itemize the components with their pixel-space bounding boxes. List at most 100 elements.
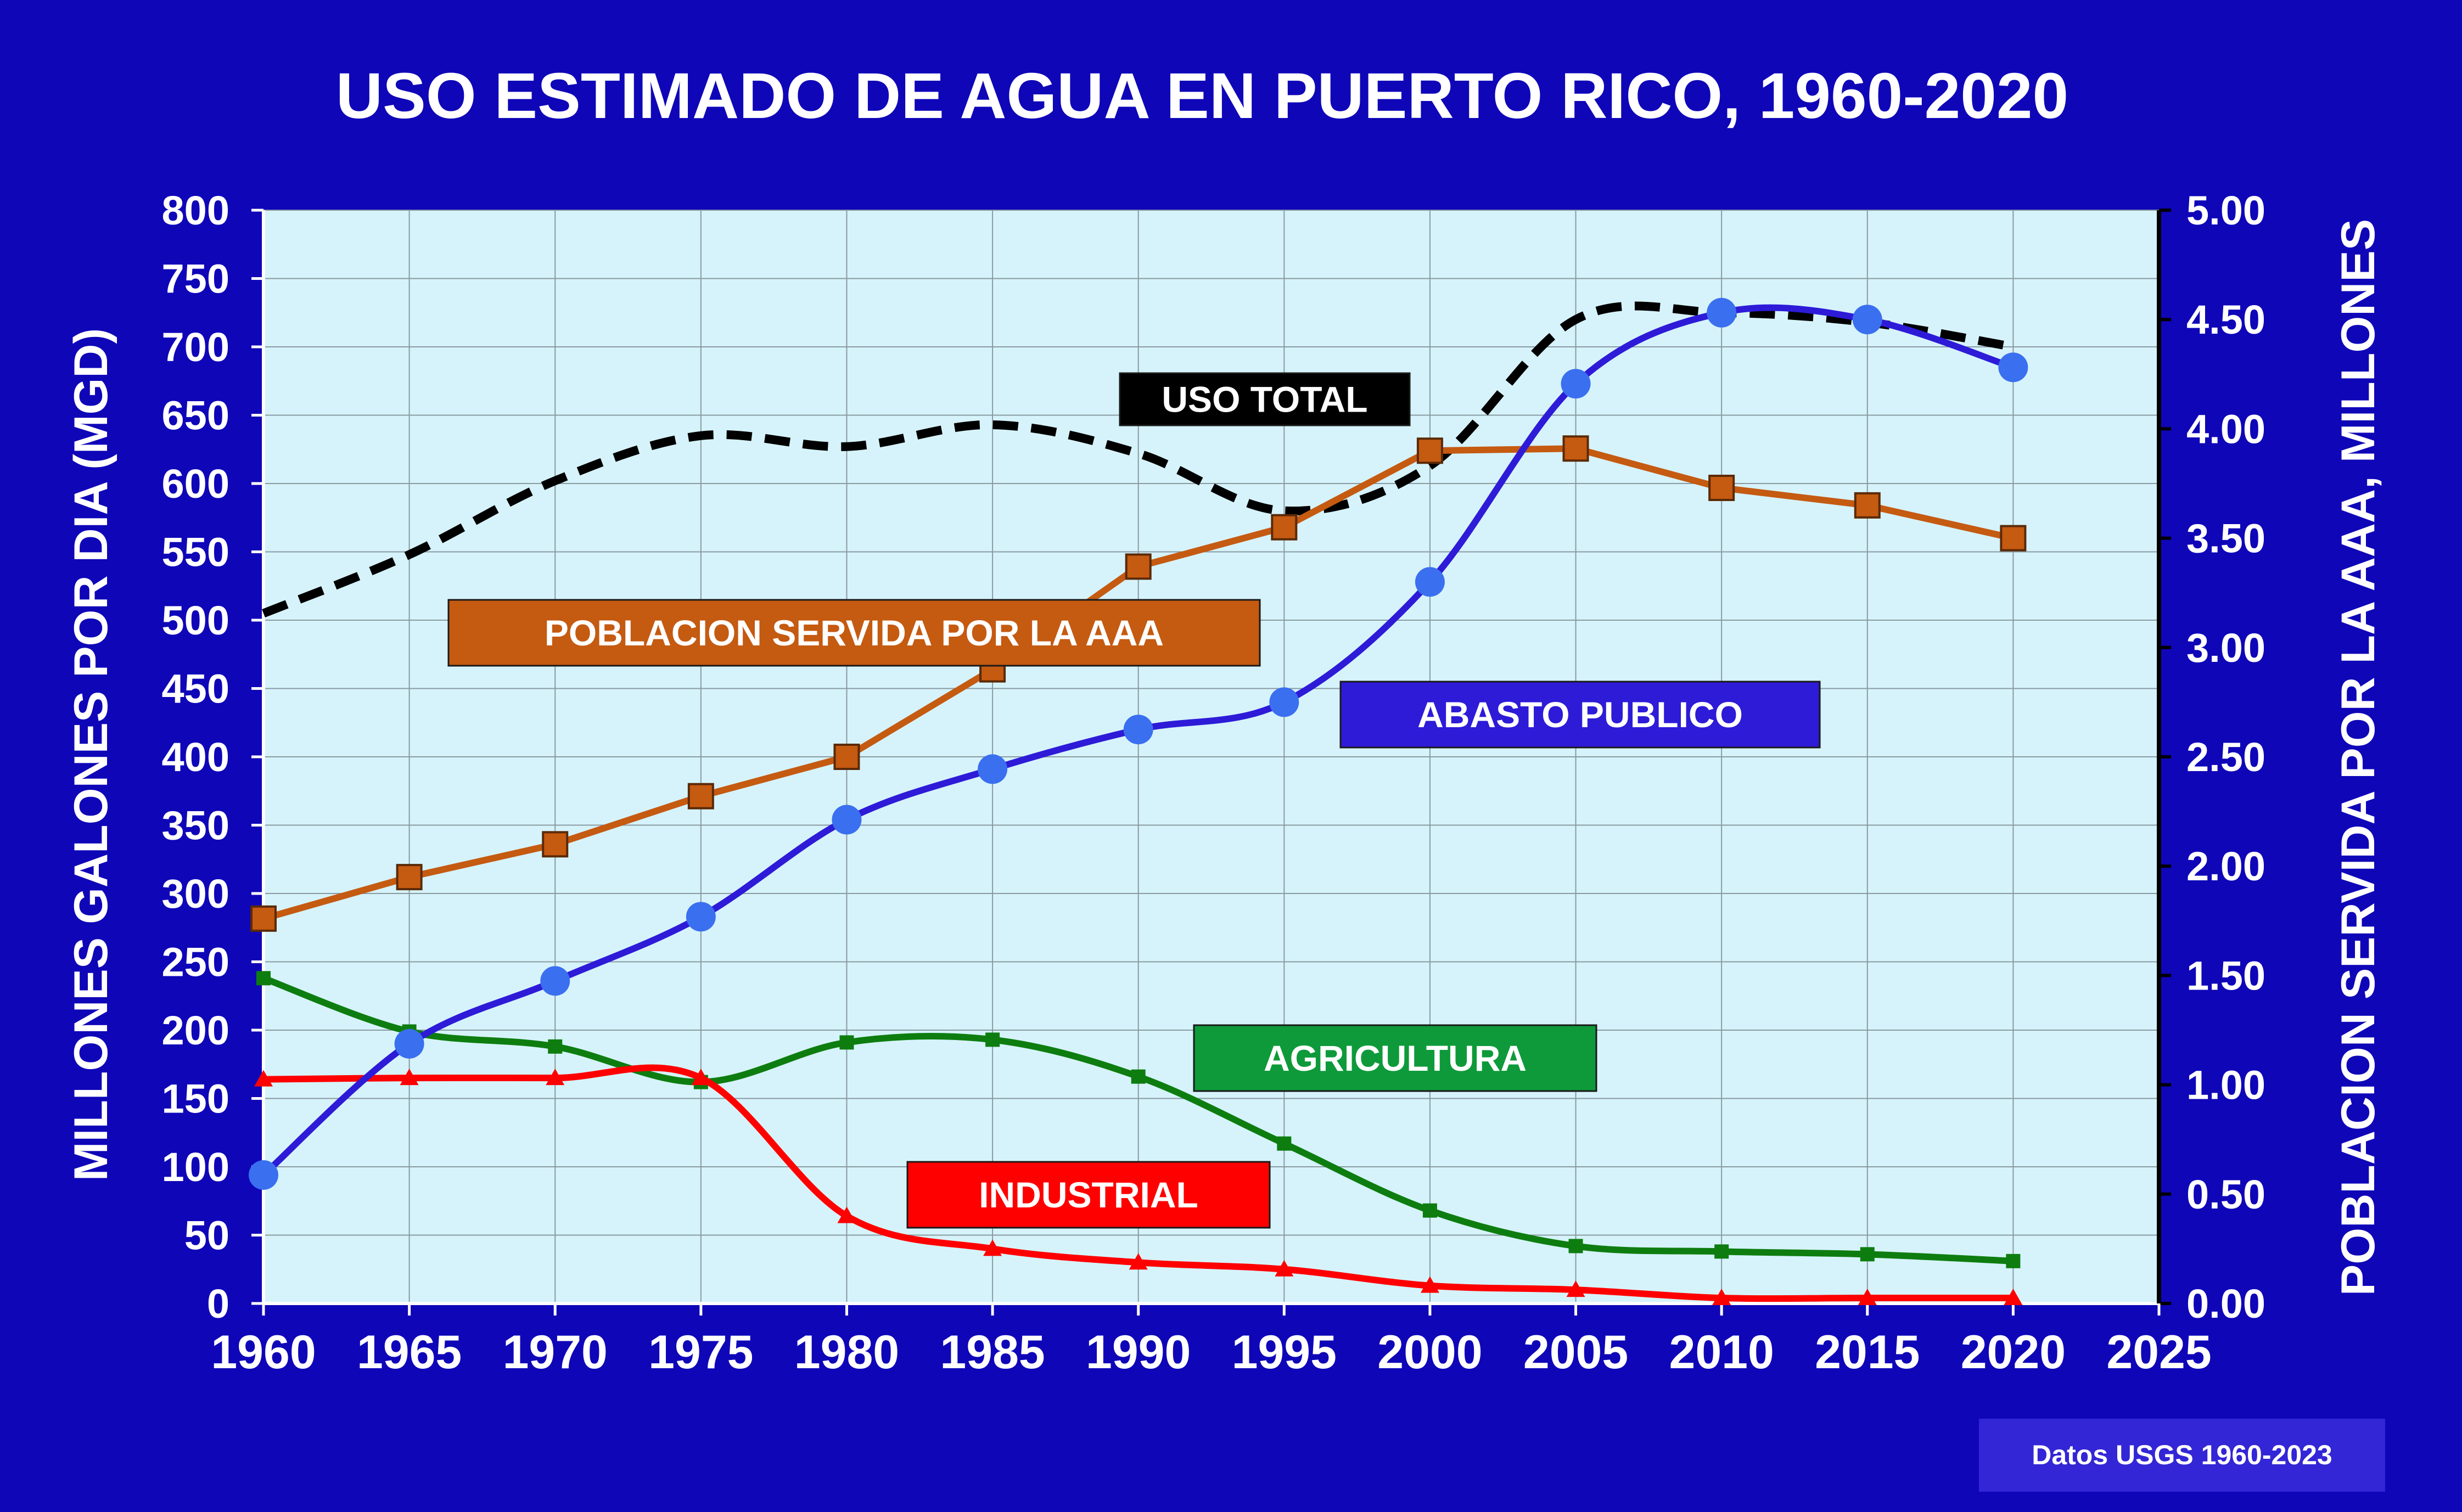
series-tags: USO TOTAL POBLACION SERVIDA POR LA AAA ABA… bbox=[447, 372, 1821, 1229]
y-tick-label-left: 0 bbox=[207, 1281, 229, 1326]
source-note: Datos USGS 1960-2023 bbox=[2032, 1440, 2332, 1470]
y-tick-label-left: 700 bbox=[162, 324, 229, 370]
data-point bbox=[833, 744, 860, 770]
data-point bbox=[256, 971, 271, 986]
tag-label: USO TOTAL bbox=[1162, 379, 1367, 420]
data-point bbox=[1123, 715, 1153, 745]
data-point bbox=[1277, 1136, 1292, 1151]
y-tick-label-left: 750 bbox=[162, 256, 229, 302]
y-tick-label-left: 400 bbox=[162, 734, 229, 780]
data-point bbox=[1275, 1260, 1294, 1277]
tag-label: AGRICULTURA bbox=[1264, 1038, 1527, 1078]
data-point bbox=[1420, 1276, 1439, 1293]
data-point bbox=[1566, 1280, 1585, 1297]
data-point bbox=[540, 966, 570, 996]
y-tick-label-left: 300 bbox=[162, 871, 229, 917]
tag-agricultura: AGRICULTURA bbox=[1193, 1024, 1597, 1092]
data-point bbox=[1129, 1253, 1148, 1270]
y-tick-label-left: 550 bbox=[162, 530, 229, 575]
y-tick-label-left: 150 bbox=[162, 1076, 229, 1122]
tag-box bbox=[447, 599, 1261, 667]
data-point bbox=[983, 1239, 1002, 1256]
tag-uso-total: USO TOTAL bbox=[1119, 372, 1411, 426]
data-point bbox=[546, 1069, 565, 1086]
y-tick-label-right: 2.50 bbox=[2186, 734, 2265, 780]
data-point bbox=[249, 1160, 278, 1190]
y-tick-label-right: 1.00 bbox=[2186, 1063, 2265, 1108]
data-point bbox=[2004, 1289, 2023, 1306]
tag-label: INDUSTRIAL bbox=[979, 1174, 1198, 1215]
y-tick-label-right: 0.00 bbox=[2186, 1281, 2265, 1326]
data-point bbox=[1422, 1203, 1437, 1218]
x-tick-label: 1985 bbox=[940, 1326, 1045, 1379]
data-point bbox=[250, 905, 277, 932]
y-tick-label-left: 800 bbox=[162, 188, 229, 233]
y-tick-label-right: 0.50 bbox=[2186, 1172, 2265, 1217]
data-point bbox=[2006, 1254, 2021, 1268]
data-point bbox=[686, 902, 716, 932]
y-tick-label-left: 100 bbox=[162, 1144, 229, 1190]
data-point bbox=[1269, 687, 1299, 717]
data-point bbox=[2000, 525, 2027, 552]
y-tick-label-right: 1.50 bbox=[2186, 953, 2265, 998]
data-point bbox=[1708, 474, 1735, 501]
data-point bbox=[542, 831, 569, 858]
y-tick-label-right: 3.50 bbox=[2186, 516, 2265, 561]
y-tick-label-left: 650 bbox=[162, 393, 229, 439]
tag-poblacion-servida-por-la-aaa: POBLACION SERVIDA POR LA AAA bbox=[447, 599, 1261, 667]
data-point bbox=[1858, 1289, 1877, 1306]
chart-title: USO ESTIMADO DE AGUA EN PUERTO RICO, 196… bbox=[336, 60, 2068, 132]
data-point bbox=[1707, 297, 1737, 328]
x-tick-label: 2025 bbox=[2106, 1326, 2211, 1379]
x-tick-label: 2015 bbox=[1815, 1326, 1920, 1379]
y-tick-label-right: 5.00 bbox=[2186, 188, 2265, 233]
data-point bbox=[837, 1206, 856, 1223]
x-tick-label: 1980 bbox=[794, 1326, 899, 1379]
y-tick-label-right: 2.00 bbox=[2186, 844, 2265, 889]
y-tick-label-left: 250 bbox=[162, 940, 229, 985]
x-tick-label: 1995 bbox=[1232, 1326, 1337, 1379]
data-point bbox=[1852, 305, 1882, 335]
y-axis-right-label: POBLACION SERVIDA POR LA AAA, MILLONES bbox=[2332, 219, 2385, 1296]
data-point bbox=[1271, 514, 1298, 541]
series-layer bbox=[249, 297, 2028, 1306]
x-tick-label: 1960 bbox=[211, 1326, 316, 1379]
data-point bbox=[1125, 553, 1152, 580]
data-point bbox=[394, 1028, 424, 1059]
y-tick-label-left: 50 bbox=[184, 1213, 229, 1258]
tag-box bbox=[906, 1161, 1271, 1229]
data-point bbox=[839, 1035, 854, 1050]
tag-box bbox=[1193, 1024, 1597, 1092]
y-tick-label-right: 4.00 bbox=[2186, 406, 2265, 452]
data-point bbox=[396, 864, 423, 891]
data-point bbox=[978, 754, 1008, 784]
data-point bbox=[1561, 369, 1591, 399]
y-tick-label-left: 200 bbox=[162, 1008, 229, 1053]
series-industrial bbox=[254, 1064, 2023, 1306]
data-point bbox=[254, 1070, 273, 1087]
y-tick-label-left: 500 bbox=[162, 598, 229, 643]
data-point bbox=[1854, 492, 1881, 519]
tag-box bbox=[1339, 681, 1821, 749]
tag-industrial: INDUSTRIAL bbox=[906, 1161, 1271, 1229]
axes: 0 50 100 150 200 250 300 350 400 450 500 550 600 650 7… bbox=[162, 188, 2266, 1379]
y-tick-label-right: 4.50 bbox=[2186, 297, 2265, 342]
y-tick-label-right: 3.00 bbox=[2186, 625, 2265, 671]
x-tick-label: 2000 bbox=[1377, 1326, 1482, 1379]
x-tick-label: 1965 bbox=[357, 1326, 462, 1379]
data-point bbox=[691, 1069, 710, 1086]
data-point bbox=[687, 783, 714, 810]
data-point bbox=[400, 1069, 419, 1086]
x-tick-label: 2020 bbox=[1961, 1326, 2066, 1379]
y-tick-label-left: 350 bbox=[162, 803, 229, 848]
data-point bbox=[1860, 1247, 1875, 1262]
data-point bbox=[1416, 437, 1443, 464]
data-point bbox=[1714, 1244, 1729, 1259]
data-point bbox=[1998, 352, 2028, 383]
data-point bbox=[548, 1039, 563, 1054]
series-poblacion-servida-por-la-aaa bbox=[250, 435, 2027, 932]
series-abasto-publico bbox=[249, 297, 2028, 1190]
data-point bbox=[985, 1032, 1000, 1047]
data-point bbox=[1562, 435, 1589, 462]
